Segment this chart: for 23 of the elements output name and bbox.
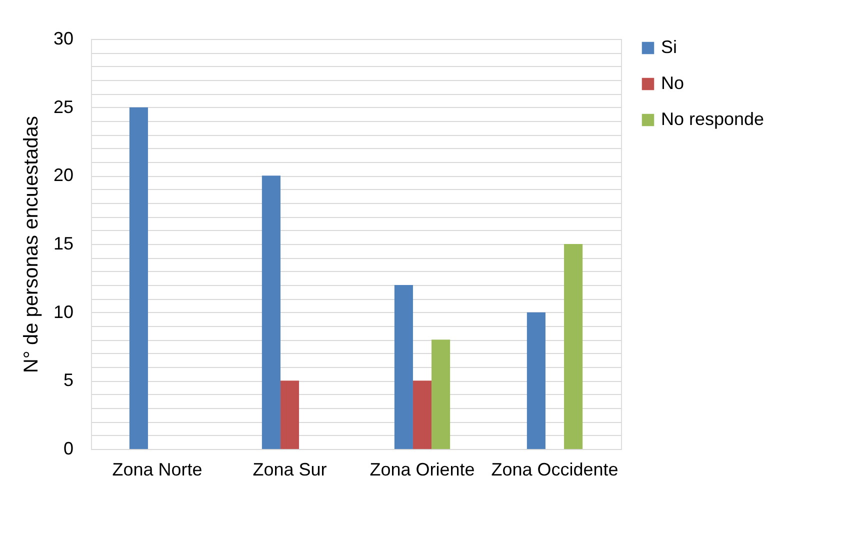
y-tick-label: 10 [53,302,74,322]
x-tick-label: Zona Occidente [491,460,618,480]
legend-label: No [661,73,684,93]
bar [412,380,432,449]
x-tick-label: Zona Oriente [370,460,475,480]
y-tick-label: 20 [53,165,74,186]
y-tick-label: 0 [63,438,74,458]
bar [394,285,413,449]
bar [129,107,148,449]
bar [564,244,583,449]
bar [262,176,280,449]
bar [526,312,546,449]
x-tick-label: Zona Sur [252,460,327,480]
y-tick-label: 15 [53,234,74,254]
legend-label: Si [661,37,678,57]
y-tick-label: 30 [53,28,74,48]
legend-label: No responde [661,109,764,129]
bar [280,380,300,449]
y-tick-label: 5 [63,370,74,390]
y-tick-label: 25 [53,96,74,117]
y-axis-title: N° de personas encuestadas [20,116,42,374]
bar [432,340,450,449]
x-tick-label: Zona Norte [112,460,202,480]
